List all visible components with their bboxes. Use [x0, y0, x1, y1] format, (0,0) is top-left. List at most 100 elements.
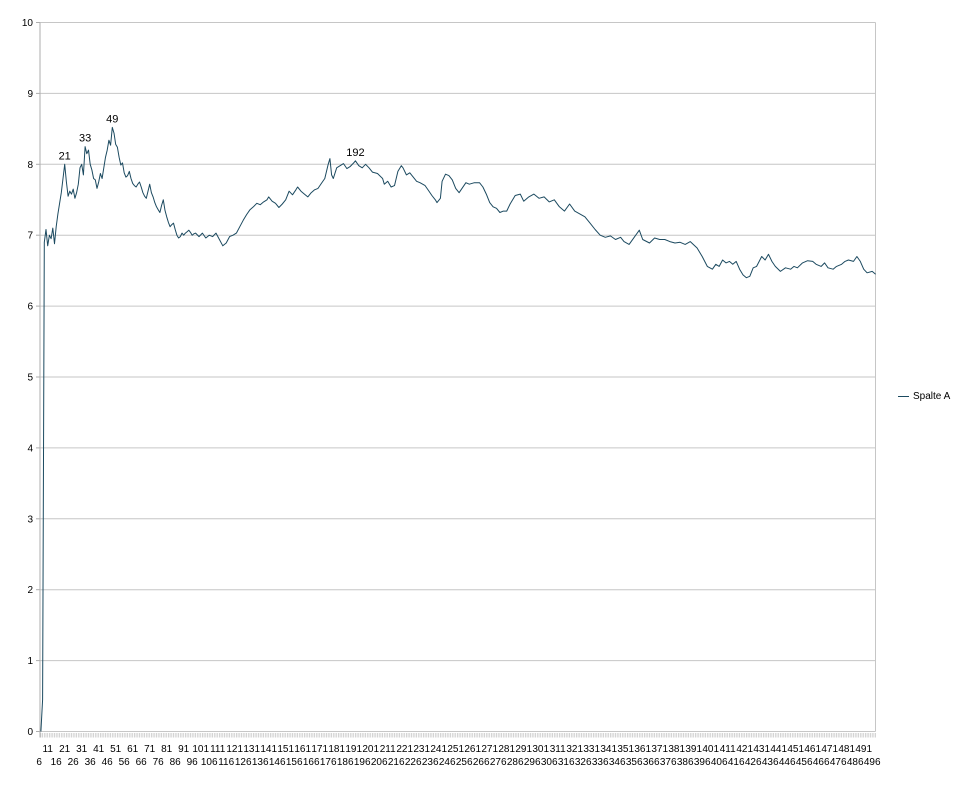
data-label-33: 33 [79, 133, 91, 145]
x-axis-label-156: 156 [286, 757, 303, 768]
x-axis-label-266: 266 [473, 757, 490, 768]
x-axis-label-81: 81 [161, 744, 173, 755]
x-axis-label-21: 21 [59, 744, 71, 755]
x-axis-label-431: 431 [753, 744, 770, 755]
x-axis-label-36: 36 [85, 757, 97, 768]
x-axis-label-26: 26 [68, 757, 80, 768]
x-axis-label-131: 131 [243, 744, 260, 755]
x-axis-label-91: 91 [178, 744, 190, 755]
x-axis-label-406: 406 [711, 757, 728, 768]
legend-label: Spalte A [913, 391, 951, 402]
x-axis-label-101: 101 [192, 744, 209, 755]
series-line-spalte-a [40, 126, 876, 732]
x-axis-label-231: 231 [413, 744, 430, 755]
x-axis-label-451: 451 [787, 744, 804, 755]
x-axis-label-416: 416 [728, 757, 745, 768]
x-axis-label-166: 166 [303, 757, 320, 768]
x-axis-label-441: 441 [770, 744, 787, 755]
data-label-49: 49 [106, 113, 118, 125]
x-axis-label-86: 86 [170, 757, 182, 768]
y-axis-label-5: 5 [27, 373, 33, 384]
x-axis-label-76: 76 [153, 757, 165, 768]
x-axis-label-226: 226 [405, 757, 422, 768]
x-axis-label-31: 31 [76, 744, 88, 755]
y-axis-label-2: 2 [27, 585, 33, 596]
x-axis-label-471: 471 [821, 744, 838, 755]
x-axis-label-486: 486 [847, 757, 864, 768]
data-label-192: 192 [346, 147, 364, 159]
x-axis-label-356: 356 [626, 757, 643, 768]
x-axis-label-381: 381 [668, 744, 685, 755]
x-axis-label-181: 181 [328, 744, 345, 755]
x-axis-label-246: 246 [439, 757, 456, 768]
y-axis-label-4: 4 [27, 443, 33, 454]
x-axis-label-481: 481 [838, 744, 855, 755]
x-axis-label-426: 426 [745, 757, 762, 768]
x-axis-label-391: 391 [685, 744, 702, 755]
y-axis-label-0: 0 [27, 727, 33, 738]
y-axis-label-9: 9 [27, 89, 33, 100]
x-axis-label-281: 281 [498, 744, 515, 755]
x-axis-label-251: 251 [447, 744, 464, 755]
x-axis-label-171: 171 [311, 744, 328, 755]
x-axis-label-491: 491 [855, 744, 872, 755]
x-axis-label-296: 296 [524, 757, 541, 768]
x-axis-label-236: 236 [422, 757, 439, 768]
x-axis-label-176: 176 [320, 757, 337, 768]
x-axis-label-261: 261 [464, 744, 481, 755]
x-axis-label-11: 11 [43, 744, 54, 755]
x-axis-label-371: 371 [651, 744, 668, 755]
x-axis-label-411: 411 [720, 744, 736, 755]
x-axis-label-446: 446 [779, 757, 796, 768]
x-axis-label-136: 136 [252, 757, 269, 768]
x-axis-label-151: 151 [277, 744, 294, 755]
x-axis-label-241: 241 [430, 744, 447, 755]
x-axis-label-111: 111 [210, 744, 226, 755]
x-axis-label-201: 201 [362, 744, 379, 755]
x-axis-label-196: 196 [354, 757, 371, 768]
x-axis-label-46: 46 [102, 757, 114, 768]
x-axis-label-271: 271 [481, 744, 498, 755]
legend-line-sample-icon [898, 396, 909, 397]
x-axis-label-476: 476 [830, 757, 847, 768]
y-axis-label-6: 6 [27, 302, 33, 313]
x-axis-label-56: 56 [119, 757, 131, 768]
x-axis-label-386: 386 [677, 757, 694, 768]
y-axis-label-7: 7 [27, 231, 33, 242]
x-axis-label-96: 96 [187, 757, 199, 768]
data-label-21: 21 [59, 150, 71, 162]
x-axis-label-216: 216 [388, 757, 405, 768]
y-axis-label-10: 10 [22, 18, 34, 29]
legend: Spalte A [898, 391, 950, 402]
x-axis-label-286: 286 [507, 757, 524, 768]
x-axis-label-6: 6 [36, 757, 42, 768]
x-axis-label-316: 316 [558, 757, 575, 768]
x-axis-label-106: 106 [201, 757, 218, 768]
x-axis-label-326: 326 [575, 757, 592, 768]
y-axis-label-1: 1 [27, 656, 33, 667]
x-axis-label-16: 16 [51, 757, 63, 768]
x-axis-label-71: 71 [144, 744, 156, 755]
x-axis-label-41: 41 [93, 744, 105, 755]
x-axis-label-321: 321 [566, 744, 583, 755]
x-axis-label-311: 311 [550, 744, 566, 755]
x-axis-label-291: 291 [515, 744, 532, 755]
x-axis-label-361: 361 [634, 744, 651, 755]
x-axis-label-256: 256 [456, 757, 473, 768]
x-axis-label-341: 341 [600, 744, 617, 755]
x-axis-label-346: 346 [609, 757, 626, 768]
x-axis-label-306: 306 [541, 757, 558, 768]
x-axis-label-301: 301 [532, 744, 549, 755]
x-axis-label-401: 401 [702, 744, 719, 755]
x-axis-label-146: 146 [269, 757, 286, 768]
x-axis-label-141: 141 [260, 744, 277, 755]
x-axis-label-436: 436 [762, 757, 779, 768]
y-axis-label-3: 3 [27, 514, 33, 525]
x-axis-label-461: 461 [804, 744, 821, 755]
x-axis-label-51: 51 [110, 744, 122, 755]
x-axis-label-466: 466 [813, 757, 830, 768]
x-axis-label-336: 336 [592, 757, 609, 768]
x-axis-label-206: 206 [371, 757, 388, 768]
